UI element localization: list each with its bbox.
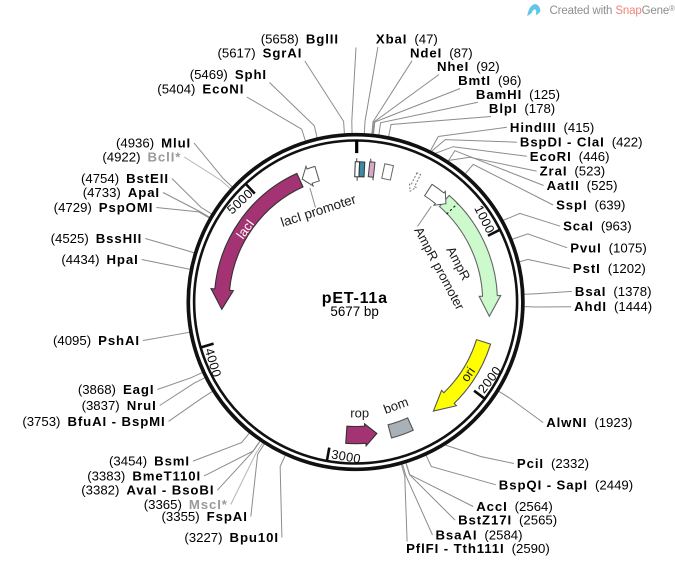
svg-text:AhdI(1444): AhdI (1444)	[574, 299, 652, 314]
svg-text:(3227)Bpu10I: (3227) Bpu10I	[184, 530, 279, 545]
svg-text:AccI(2564): AccI (2564)	[476, 499, 553, 514]
svg-text:(4525)BssHII: (4525) BssHII	[51, 231, 143, 246]
svg-text:(3382)AvaI - BsoBI: (3382) AvaI - BsoBI	[81, 483, 214, 498]
svg-text:(3383)BmeT110I: (3383) BmeT110I	[87, 468, 201, 483]
svg-text:BspDI - ClaI(422): BspDI - ClaI (422)	[520, 135, 643, 150]
svg-text:(3868)EagI: (3868) EagI	[78, 382, 155, 397]
svg-text:BsaI(1378): BsaI (1378)	[575, 284, 652, 299]
svg-text:EcoRI(446): EcoRI (446)	[530, 149, 610, 164]
svg-text:PvuI(1075): PvuI (1075)	[570, 240, 647, 255]
svg-text:XbaI(47): XbaI (47)	[376, 32, 438, 47]
svg-text:SspI(639): SspI (639)	[556, 198, 625, 213]
svg-text:3000: 3000	[330, 446, 362, 466]
svg-text:5677 bp: 5677 bp	[330, 304, 378, 319]
svg-text:BamHI(125): BamHI (125)	[476, 87, 560, 102]
svg-text:Created with SnapGene®: Created with SnapGene®	[550, 4, 675, 17]
svg-text:(3753)BfuAI - BspMI: (3753) BfuAI - BspMI	[22, 414, 165, 429]
svg-text:AatII(525): AatII (525)	[547, 178, 618, 193]
svg-text:ScaI(963): ScaI (963)	[563, 219, 632, 234]
svg-text:pET-11a: pET-11a	[322, 290, 388, 307]
svg-text:ori: ori	[458, 364, 479, 385]
svg-text:PciI(2332): PciI (2332)	[517, 456, 589, 471]
svg-text:(4729)PspOMI: (4729) PspOMI	[54, 200, 154, 215]
svg-text:NheI(92): NheI (92)	[437, 59, 500, 74]
svg-text:BsaAI(2584): BsaAI (2584)	[436, 528, 523, 543]
svg-text:BlpI(178): BlpI (178)	[489, 101, 555, 116]
svg-text:HindIII(415): HindIII (415)	[510, 120, 594, 135]
svg-text:BstZ17I(2565): BstZ17I (2565)	[458, 513, 557, 528]
svg-text:ZraI(523): ZraI (523)	[540, 164, 606, 179]
svg-text:AlwNI(1923): AlwNI (1923)	[546, 415, 632, 430]
svg-text:PstI(1202): PstI (1202)	[573, 261, 646, 276]
svg-text:rop: rop	[350, 406, 369, 421]
svg-text:BspQI - SapI(2449): BspQI - SapI (2449)	[499, 477, 633, 492]
svg-text:(3837)NruI: (3837) NruI	[82, 398, 157, 413]
svg-text:PflFI - Tth111I(2590): PflFI - Tth111I (2590)	[406, 541, 550, 556]
svg-text:BmtI(96): BmtI (96)	[458, 73, 521, 88]
svg-text:(4936)MluI: (4936) MluI	[116, 136, 191, 151]
svg-text:NdeI(87): NdeI (87)	[410, 45, 473, 60]
